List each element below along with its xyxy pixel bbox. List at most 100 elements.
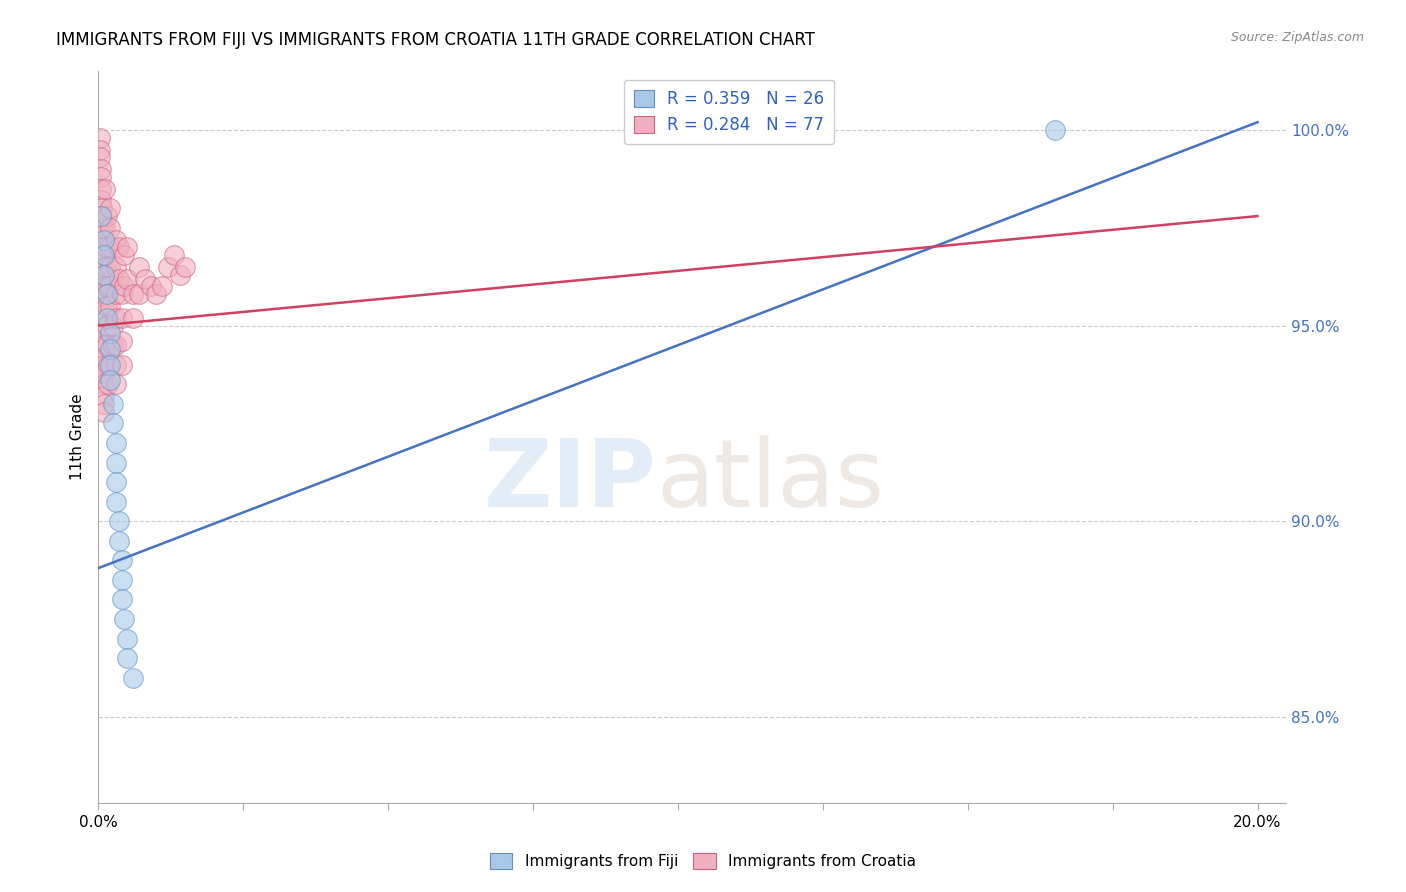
Point [93,279,115,293]
Point [104,436,127,450]
Point [101,318,124,333]
Point [91,228,114,243]
Point [93,248,115,262]
Point [96,318,118,333]
Point [93,233,115,247]
Point [96,209,118,223]
Point [122,310,145,325]
Point [89,150,111,164]
Point [117,240,139,254]
Point [98,279,121,293]
Point [110,358,132,372]
Y-axis label: 11th Grade: 11th Grade [69,393,84,481]
Point [110,334,132,349]
Point [104,338,127,352]
Point [89,143,111,157]
Point [104,475,127,489]
Point [93,404,115,418]
Point [91,240,114,254]
Point [98,358,121,372]
Point [93,358,115,372]
Point [90,201,112,215]
Point [98,260,121,274]
Point [98,326,121,341]
Point [114,612,136,626]
Point [93,260,115,274]
Point [97,358,120,372]
Point [122,671,145,685]
Point [104,377,127,392]
Point [91,248,114,262]
Point [93,307,115,321]
Point [110,310,132,325]
Point [93,287,115,301]
Point [110,573,132,587]
Point [96,287,118,301]
Point [96,279,118,293]
Point [117,271,139,285]
Point [89,131,111,145]
Point [104,260,127,274]
Point [114,248,136,262]
Point [98,373,121,387]
Point [90,209,112,223]
Point [156,260,179,274]
Text: IMMIGRANTS FROM FIJI VS IMMIGRANTS FROM CROATIA 11TH GRADE CORRELATION CHART: IMMIGRANTS FROM FIJI VS IMMIGRANTS FROM … [56,31,815,49]
Point [98,220,121,235]
Point [91,220,114,235]
Point [104,358,127,372]
Point [117,651,139,665]
Point [98,201,121,215]
Point [110,287,132,301]
Point [107,533,129,548]
Text: ZIP: ZIP [484,435,657,527]
Text: Source: ZipAtlas.com: Source: ZipAtlas.com [1230,31,1364,45]
Text: atlas: atlas [657,435,884,527]
Point [90,162,112,177]
Point [139,279,162,293]
Point [96,299,118,313]
Point [107,514,129,528]
Point [93,397,115,411]
Point [94,220,117,235]
Point [117,632,139,646]
Point [150,279,173,293]
Point [96,338,118,352]
Legend: Immigrants from Fiji, Immigrants from Croatia: Immigrants from Fiji, Immigrants from Cr… [484,847,922,875]
Point [98,299,121,313]
Point [128,260,150,274]
Point [128,287,150,301]
Point [93,299,115,313]
Point [174,260,197,274]
Point [104,494,127,508]
Point [134,271,156,285]
Point [90,169,112,184]
Point [110,592,132,607]
Point [104,233,127,247]
Point [97,377,120,392]
Point [104,456,127,470]
Point [93,338,115,352]
Point [98,240,121,254]
Point [145,287,167,301]
Legend: R = 0.359   N = 26, R = 0.284   N = 77: R = 0.359 N = 26, R = 0.284 N = 77 [624,79,834,145]
Point [93,268,115,282]
Point [104,287,127,301]
Point [93,366,115,380]
Point [122,287,145,301]
Point [93,326,115,341]
Point [101,338,124,352]
Point [107,240,129,254]
Point [90,209,112,223]
Point [169,268,191,282]
Point [93,377,115,392]
Point [101,417,124,431]
Point [101,397,124,411]
Point [93,350,115,364]
Point [110,553,132,567]
Point [96,310,118,325]
Point [94,260,117,274]
Point [94,182,117,196]
Point [93,318,115,333]
Point [90,194,112,208]
